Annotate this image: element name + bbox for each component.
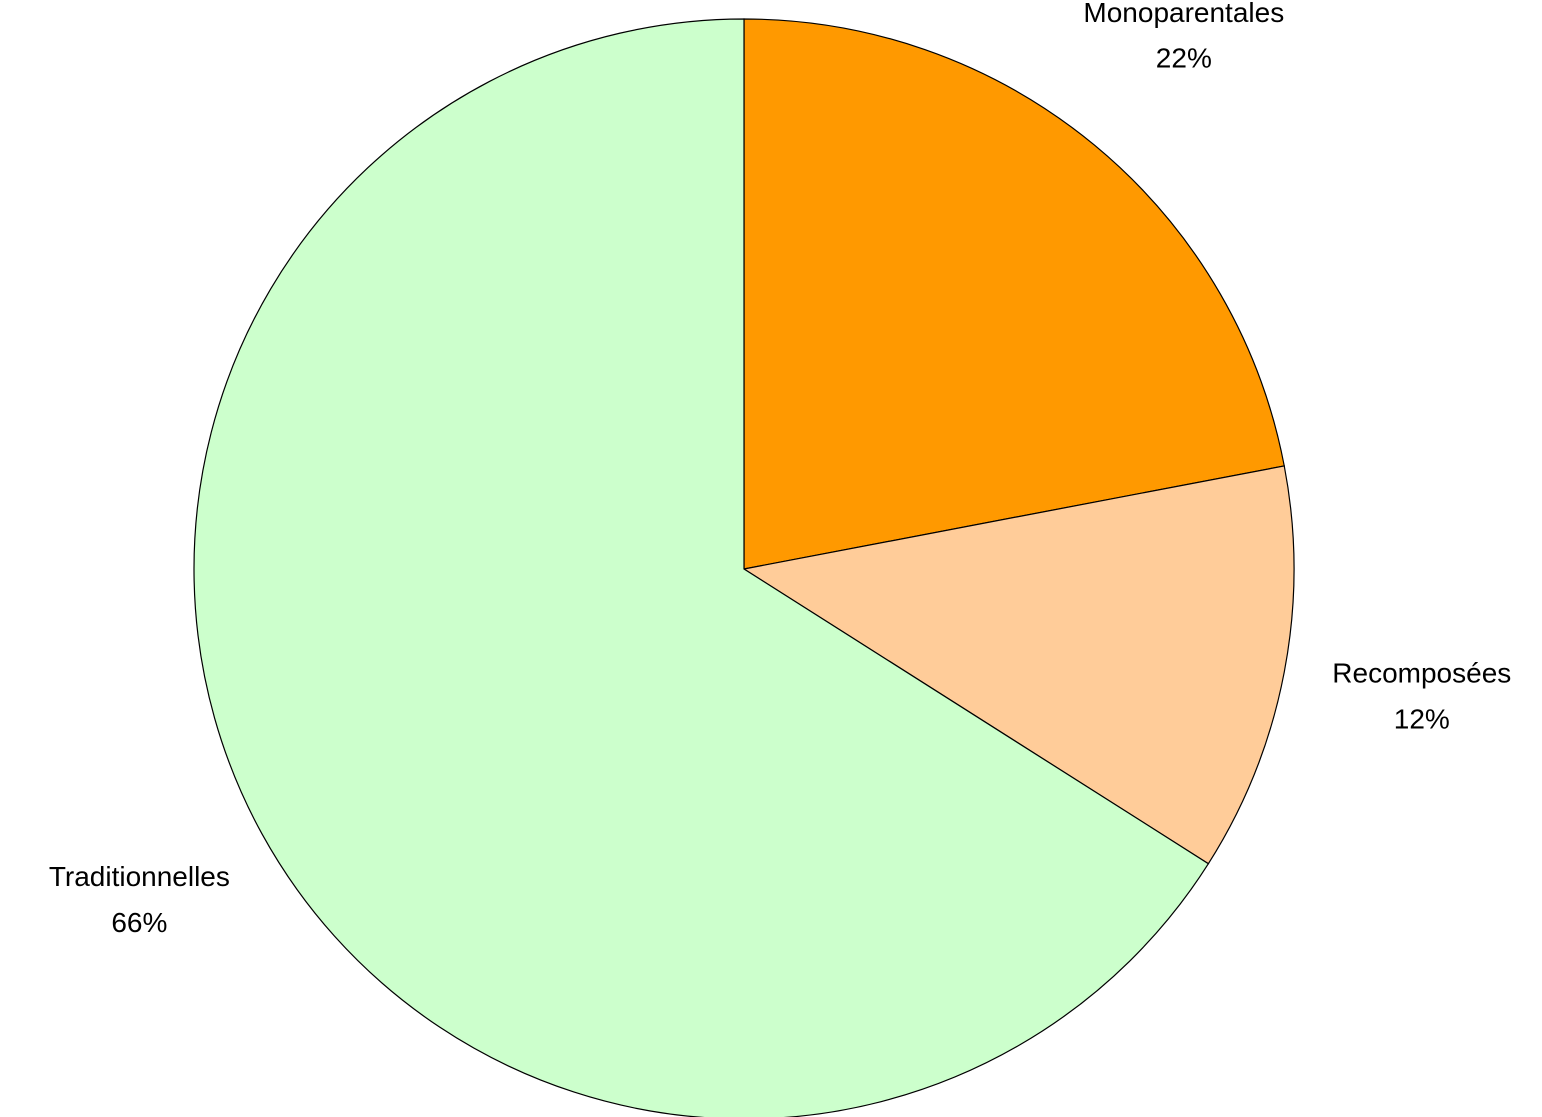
pie-slice (193, 18, 1210, 1117)
slice-label: Monoparentales (1083, 0, 1284, 28)
slice-label: Traditionnelles (49, 861, 230, 892)
slice-value-label: 22% (1156, 43, 1212, 74)
slice-value-label: 66% (111, 907, 167, 938)
slice-label: Recomposées (1332, 658, 1511, 689)
slice-value-label: 12% (1394, 704, 1450, 735)
pie-slice (742, 465, 1295, 865)
pie-slice (743, 18, 1285, 570)
